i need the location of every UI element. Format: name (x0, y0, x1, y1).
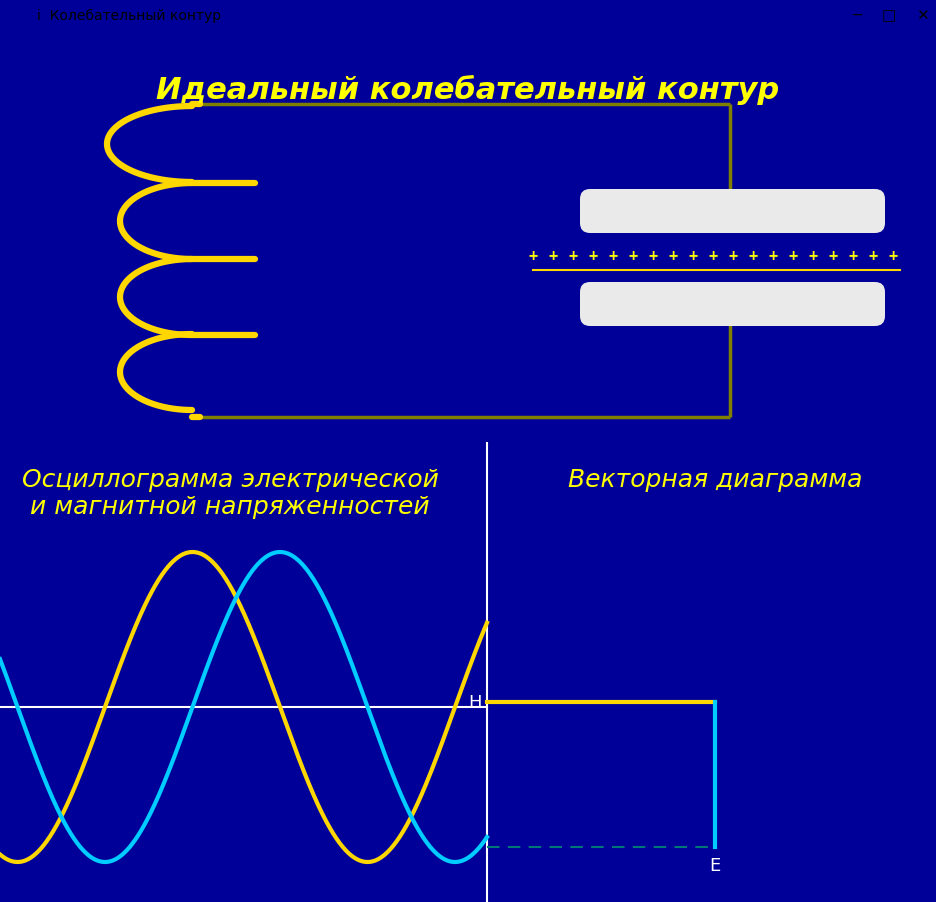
Text: +: + (768, 249, 778, 263)
Text: +: + (728, 249, 738, 263)
Text: H: H (469, 694, 482, 711)
Text: +: + (608, 249, 618, 263)
Text: +: + (869, 249, 878, 263)
Text: ✕: ✕ (915, 8, 929, 23)
Text: +: + (529, 249, 537, 263)
Text: +: + (749, 249, 757, 263)
Text: Осциллограмма электрической: Осциллограмма электрической (22, 467, 438, 492)
Text: +: + (568, 249, 578, 263)
FancyBboxPatch shape (580, 189, 885, 234)
Text: +: + (888, 249, 898, 263)
Text: □: □ (882, 8, 897, 23)
Text: +: + (649, 249, 658, 263)
Text: и магнитной напряженностей: и магнитной напряженностей (30, 494, 430, 519)
Text: +: + (628, 249, 637, 263)
Text: +: + (848, 249, 857, 263)
Text: i  Колебательный контур: i Колебательный контур (37, 8, 222, 23)
Text: +: + (709, 249, 718, 263)
Text: +: + (689, 249, 697, 263)
Text: +: + (668, 249, 678, 263)
Text: E: E (709, 856, 721, 874)
Text: Векторная диаграмма: Векторная диаграмма (568, 467, 862, 492)
Text: +: + (809, 249, 817, 263)
Text: ─: ─ (852, 8, 861, 23)
Text: +: + (589, 249, 597, 263)
Text: Идеальный колебательный контур: Идеальный колебательный контур (156, 75, 780, 105)
Text: +: + (548, 249, 558, 263)
Text: +: + (828, 249, 838, 263)
FancyBboxPatch shape (580, 282, 885, 327)
Text: +: + (788, 249, 797, 263)
